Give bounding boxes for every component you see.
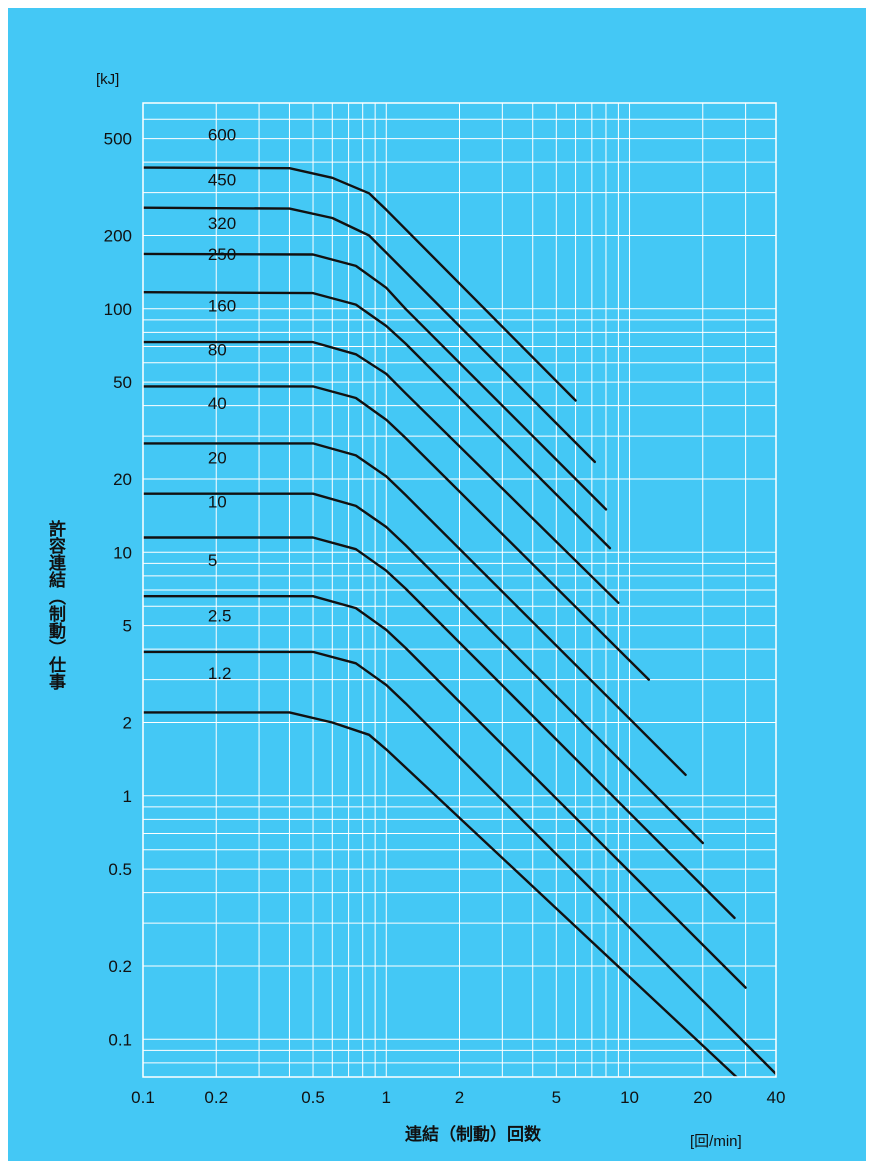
x-tick-label: 0.5 [301,1088,325,1107]
axes: 0.1 0.2 0.5 1 2 5 10 20 40 500 200 100 50 20 10 5 2 1 0.5 0… [104,102,786,1107]
series-labels: 600 450 320 250 160 80 40 20 10 5 2.5 1.2 [208,125,236,682]
series-label-250: 250 [208,245,236,264]
series-line-600 [143,166,577,402]
x-unit-label: [回/min] [690,1133,742,1150]
chart-background [8,8,866,1161]
plot-frame [142,102,777,1078]
series-line-40 [143,442,687,776]
x-axis-title: 連結（制動）回数 [405,1124,542,1145]
x-tick-label: 0.2 [204,1088,228,1107]
x-tick-label: 2 [455,1088,464,1107]
series-line-250 [143,291,612,550]
y-tick-label: 20 [113,470,132,489]
series-lines [143,166,776,1077]
y-tick-label: 50 [113,373,132,392]
series-line-160 [143,340,620,604]
series-label-1.2: 1.2 [208,664,232,683]
y-tick-label: 0.2 [108,957,132,976]
grid [142,102,777,1078]
series-label-80: 80 [208,341,227,360]
series-line-450 [143,206,596,464]
y-axis-title: 許容連結（制動）仕事 [45,520,65,690]
y-unit-label: [kJ] [96,71,119,88]
series-line-2.5 [143,650,776,1076]
x-tick-label: 40 [767,1088,786,1107]
y-tick-label: 0.1 [108,1030,132,1049]
y-tick-label: 1 [123,787,132,806]
series-label-450: 450 [208,170,236,189]
series-label-2.5: 2.5 [208,607,232,626]
series-line-80 [143,385,650,681]
y-tick-label: 10 [113,543,132,562]
y-tick-label: 5 [123,617,132,636]
series-line-20 [143,492,704,845]
series-label-600: 600 [208,125,236,144]
series-label-10: 10 [208,492,227,511]
series-line-5 [143,595,747,989]
x-tick-label: 20 [693,1088,712,1107]
series-line-320 [143,252,608,511]
series-label-160: 160 [208,297,236,316]
y-tick-label: 200 [104,226,132,245]
series-line-1.2 [143,711,739,1077]
y-tick-label: 100 [104,300,132,319]
series-label-5: 5 [208,551,217,570]
series-label-40: 40 [208,394,227,413]
x-tick-label: 5 [552,1088,561,1107]
y-tick-label: 0.5 [108,860,132,879]
x-tick-label: 0.1 [131,1088,155,1107]
x-tick-label: 10 [620,1088,639,1107]
y-tick-label: 500 [104,130,132,149]
x-tick-label: 1 [382,1088,391,1107]
series-label-320: 320 [208,214,236,233]
series-label-20: 20 [208,449,227,468]
y-tick-label: 2 [123,713,132,732]
series-line-10 [143,536,736,920]
